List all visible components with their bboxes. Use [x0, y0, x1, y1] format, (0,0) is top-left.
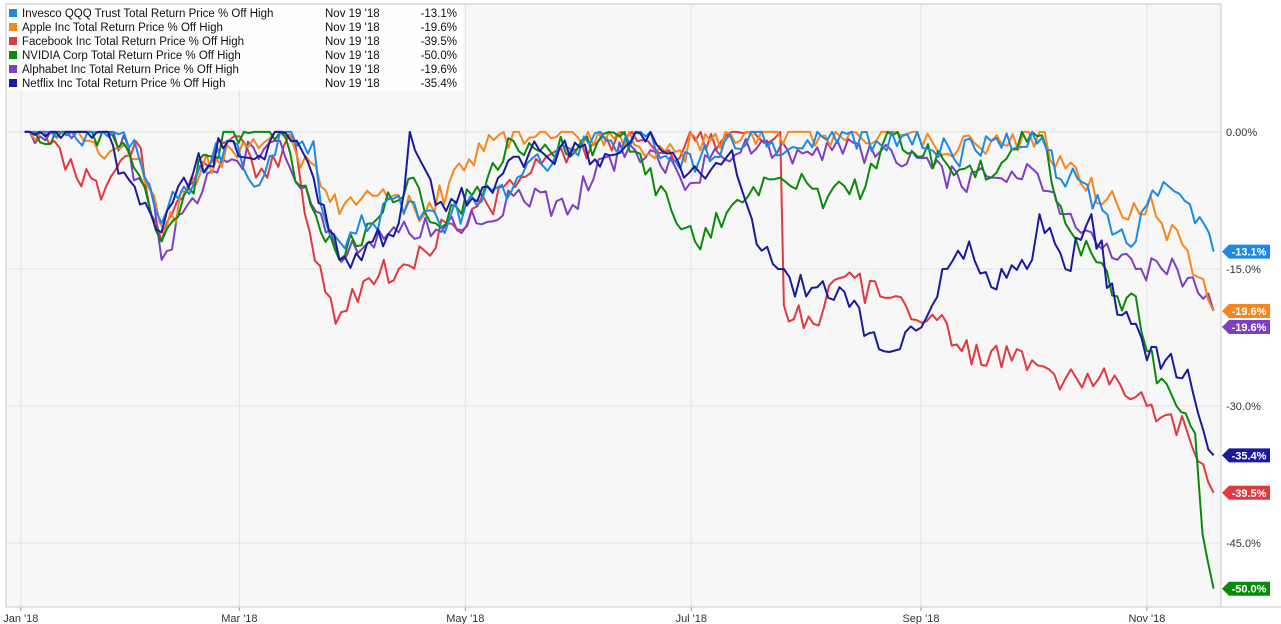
badge-label: -19.6% [1232, 322, 1267, 334]
y-tick-label: -45.0% [1226, 538, 1261, 550]
legend-value: -19.6% [421, 22, 457, 34]
last-value-badge: -19.6% [1222, 303, 1270, 318]
legend-series-name: Alphabet Inc Total Return Price % Off Hi… [22, 64, 239, 76]
badge-shape [1222, 448, 1270, 463]
badge-shape [1222, 244, 1270, 259]
badge-shape [1222, 581, 1270, 596]
legend-series-name: Apple Inc Total Return Price % Off High [22, 22, 223, 34]
series-line [24, 130, 1215, 456]
legend-value: -50.0% [421, 50, 457, 62]
last-value-badge: -35.4% [1222, 448, 1270, 463]
x-tick-label: Mar '18 [221, 613, 257, 624]
badge-label: -19.6% [1232, 306, 1267, 318]
legend-swatch [9, 51, 17, 59]
legend-value: -19.6% [421, 64, 457, 76]
badge-label: -50.0% [1232, 584, 1267, 596]
y-tick-label: 0.00% [1226, 127, 1257, 139]
x-tick-label: Sep '18 [902, 613, 939, 624]
legend-series-name: NVIDIA Corp Total Return Price % Off Hig… [22, 50, 241, 62]
legend-swatch [9, 79, 17, 87]
legend: Invesco QQQ Trust Total Return Price % O… [7, 5, 463, 91]
plot-background [6, 4, 1221, 607]
legend-value: -39.5% [421, 36, 457, 48]
legend-swatch [9, 65, 17, 73]
last-value-badge: -50.0% [1222, 581, 1270, 596]
y-tick-label: -30.0% [1226, 401, 1261, 413]
badge-label: -13.1% [1232, 247, 1267, 259]
x-tick-label: Nov '18 [1128, 613, 1165, 624]
last-value-badges: -13.1% -19.6% -19.6% -35.4% -39.5% -50.0% [1222, 244, 1270, 596]
legend-value: -13.1% [421, 8, 457, 20]
last-value-badge: -13.1% [1222, 244, 1270, 259]
legend-date: Nov 19 '18 [325, 50, 380, 62]
legend-series-name: Invesco QQQ Trust Total Return Price % O… [22, 8, 273, 20]
x-tick-label: May '18 [446, 613, 484, 624]
badge-shape [1222, 485, 1270, 500]
legend-series-name: Netflix Inc Total Return Price % Off Hig… [22, 78, 225, 90]
legend-date: Nov 19 '18 [325, 36, 380, 48]
legend-background [7, 5, 463, 91]
series-lines [24, 130, 1215, 589]
badge-label: -39.5% [1232, 488, 1267, 500]
legend-swatch [9, 9, 17, 17]
legend-series-name: Facebook Inc Total Return Price % Off Hi… [22, 36, 244, 48]
legend-date: Nov 19 '18 [325, 64, 380, 76]
badge-label: -35.4% [1232, 450, 1267, 462]
legend-swatch [9, 37, 17, 45]
legend-value: -35.4% [421, 78, 457, 90]
x-tick-label: Jul '18 [676, 613, 707, 624]
legend-swatch [9, 23, 17, 31]
plot-area [6, 4, 1221, 607]
last-value-badge: -39.5% [1222, 485, 1270, 500]
badge-shape [1222, 303, 1270, 318]
legend-date: Nov 19 '18 [325, 22, 380, 34]
axes: 0.00% -15.0% -30.0% -45.0% Jan '18 Mar '18 May… [3, 3, 1281, 624]
y-tick-label: -15.0% [1226, 264, 1261, 276]
x-tick-label: Jan '18 [3, 613, 38, 624]
legend-date: Nov 19 '18 [325, 8, 380, 20]
last-value-badge: -19.6% [1222, 319, 1270, 334]
series-line [24, 130, 1215, 589]
grid-lines [6, 4, 1221, 607]
badge-shape [1222, 319, 1270, 334]
legend-date: Nov 19 '18 [325, 78, 380, 90]
